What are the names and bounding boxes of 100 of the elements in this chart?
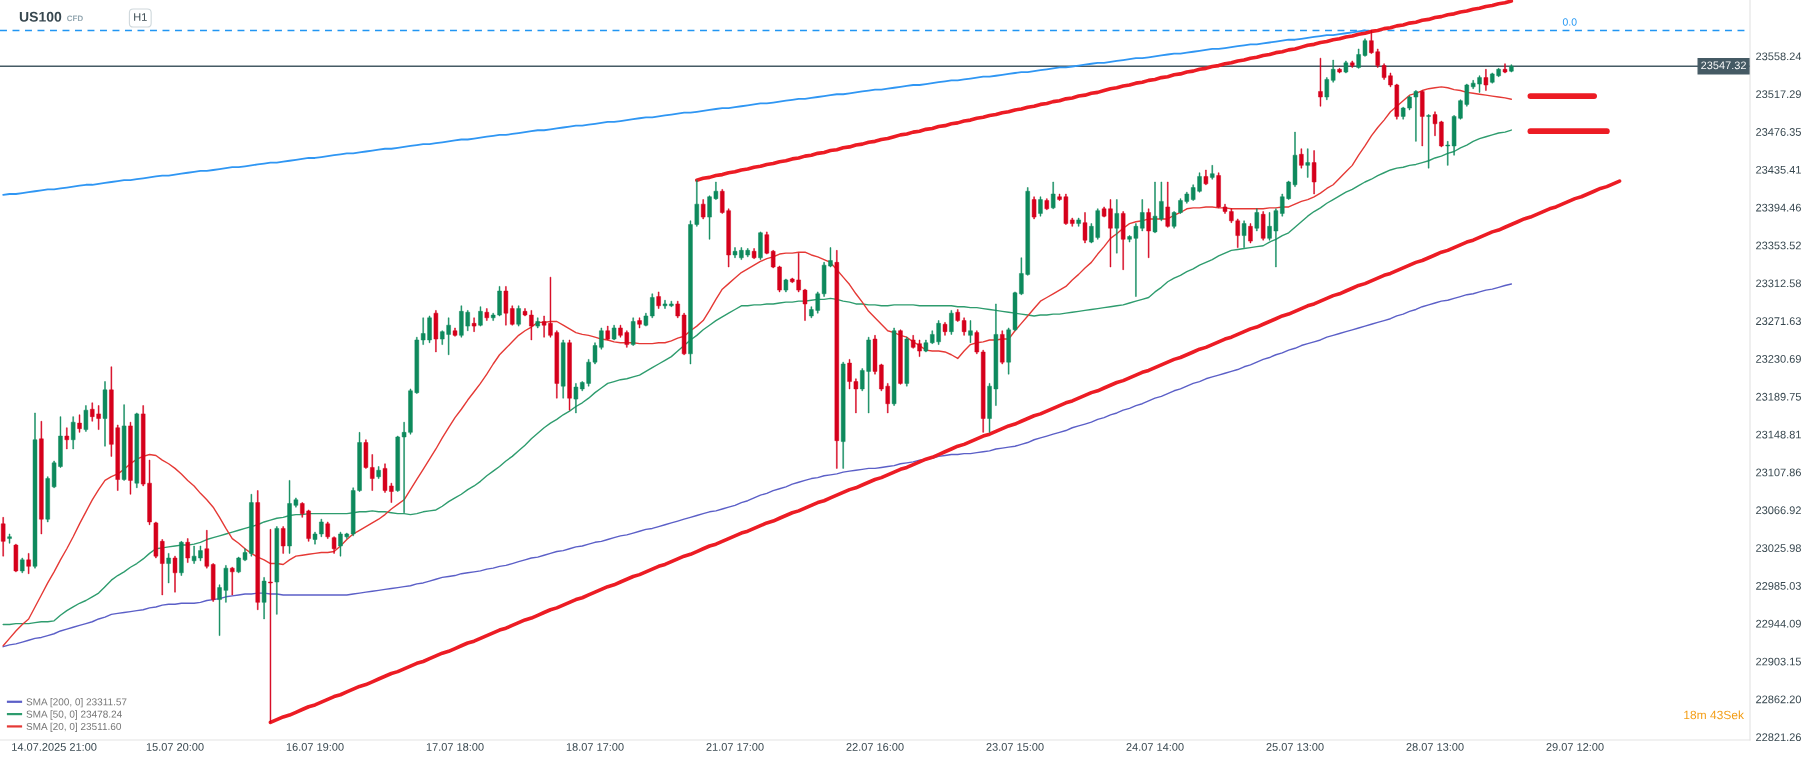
candlestick: [1038, 196, 1043, 217]
y-tick-label: 23476.35: [1756, 128, 1801, 136]
candlestick: [433, 310, 439, 353]
x-tick-label: 14.07.2025 21:00: [12, 743, 97, 751]
legend-label: SMA [50, 0] 23478.24: [26, 710, 122, 720]
candlestick: [172, 555, 178, 593]
y-tick-label: 23312.58: [1756, 279, 1801, 288]
candlestick: [1114, 199, 1120, 254]
candlestick: [516, 305, 521, 327]
candlestick: [949, 310, 954, 335]
candlestick: [204, 530, 210, 569]
candlestick: [605, 325, 610, 341]
annotation: 0.0: [1562, 18, 1577, 26]
annotation: H1: [134, 13, 147, 21]
candlestick: [64, 427, 70, 450]
legend-label: SMA [20, 0] 23511.60: [26, 722, 122, 732]
x-tick-label: 25.07 13:00: [1266, 743, 1324, 751]
text: US100: [19, 11, 62, 22]
candlestick: [70, 416, 76, 450]
x-tick-label: 15.07 20:00: [146, 743, 204, 751]
candlestick: [280, 526, 286, 554]
legend-label: SMA [200, 0] 23311.57: [26, 698, 127, 708]
candlestick: [452, 327, 458, 337]
candlestick: [1165, 181, 1170, 228]
candlestick: [974, 330, 980, 355]
candlestick: [1337, 68, 1342, 74]
candlestick: [560, 339, 566, 399]
candlestick: [13, 543, 19, 573]
candlestick: [1324, 77, 1330, 101]
candlestick: [121, 404, 127, 481]
candlestick: [764, 231, 770, 255]
candlestick: [1318, 57, 1323, 107]
candlestick: [274, 526, 280, 615]
candlestick: [7, 533, 12, 544]
candlestick: [630, 317, 636, 346]
y-tick-label: 22985.03: [1756, 581, 1801, 590]
x-tick-label: 22.07 16:00: [846, 743, 904, 751]
candlestick: [700, 199, 706, 220]
x-tick-label: 23.07 15:00: [986, 743, 1044, 751]
x-tick-label: 21.07 17:00: [706, 743, 764, 751]
candlestick: [0, 517, 6, 557]
candlestick: [20, 557, 25, 574]
candlestick: [1509, 64, 1514, 73]
candlestick: [1031, 196, 1037, 220]
y-tick-label: 23066.92: [1756, 506, 1801, 515]
x-tick-label: 24.07 14:00: [1126, 743, 1184, 751]
line-series: [268, 179, 1622, 725]
candlestick: [185, 538, 190, 563]
candlestick: [611, 324, 617, 341]
candlestick: [1044, 198, 1050, 210]
candlestick: [1260, 211, 1266, 241]
candlestick: [1000, 330, 1005, 365]
annotation: 18m 43Sek: [1684, 710, 1745, 720]
candlestick: [77, 414, 82, 433]
candlestick: [325, 521, 330, 539]
candlestick: [1120, 211, 1126, 271]
candlestick: [1420, 90, 1425, 147]
candlestick: [166, 553, 171, 584]
y-tick-label: 23025.98: [1756, 544, 1801, 552]
candlestick: [1203, 169, 1209, 186]
candlestick: [656, 291, 661, 309]
y-tick-label: 23148.81: [1756, 430, 1801, 439]
candlestick: [980, 349, 986, 433]
candlestick: [1343, 60, 1349, 74]
candlestick: [1248, 223, 1253, 244]
candlestick: [1330, 59, 1336, 83]
candlestick: [1502, 63, 1508, 74]
candlestick: [39, 421, 44, 535]
line-series: [2, 29, 1366, 196]
candlestick: [567, 339, 572, 411]
y-tick-label: 23353.52: [1756, 241, 1801, 250]
candlestick: [1076, 217, 1081, 227]
x-tick-label: 29.07 12:00: [1546, 743, 1604, 751]
candlestick: [230, 566, 235, 596]
candlestick: [783, 278, 789, 293]
candlestick: [261, 577, 267, 620]
candlestick: [1483, 69, 1489, 91]
x-tick-label: 18.07 17:00: [566, 743, 624, 751]
y-tick-label: 22862.20: [1756, 695, 1802, 704]
candlestick: [840, 361, 846, 469]
x-tick-label: 16.07 19:00: [286, 743, 344, 751]
candlestick: [1146, 208, 1151, 258]
line-series: [695, 0, 1514, 182]
candlestick: [1350, 60, 1355, 68]
candlestick: [376, 466, 381, 479]
y-tick-label: 23230.69: [1756, 355, 1801, 363]
candlestick: [1311, 150, 1317, 195]
candlestick: [1254, 208, 1260, 232]
y-tick-label: 23435.41: [1756, 165, 1801, 174]
candlestick: [758, 231, 763, 260]
x-tick-label: 28.07 13:00: [1406, 743, 1464, 751]
candlestick: [484, 308, 490, 321]
y-tick-label: 23394.46: [1756, 203, 1801, 212]
candlestick: [535, 317, 540, 329]
x-tick-label: 17.07 18:00: [426, 743, 484, 751]
text: CFD: [67, 15, 83, 22]
candlestick: [478, 306, 483, 327]
candlestick: [1426, 114, 1431, 169]
candlestick: [32, 412, 38, 569]
y-tick-label: 23271.63: [1756, 317, 1801, 326]
